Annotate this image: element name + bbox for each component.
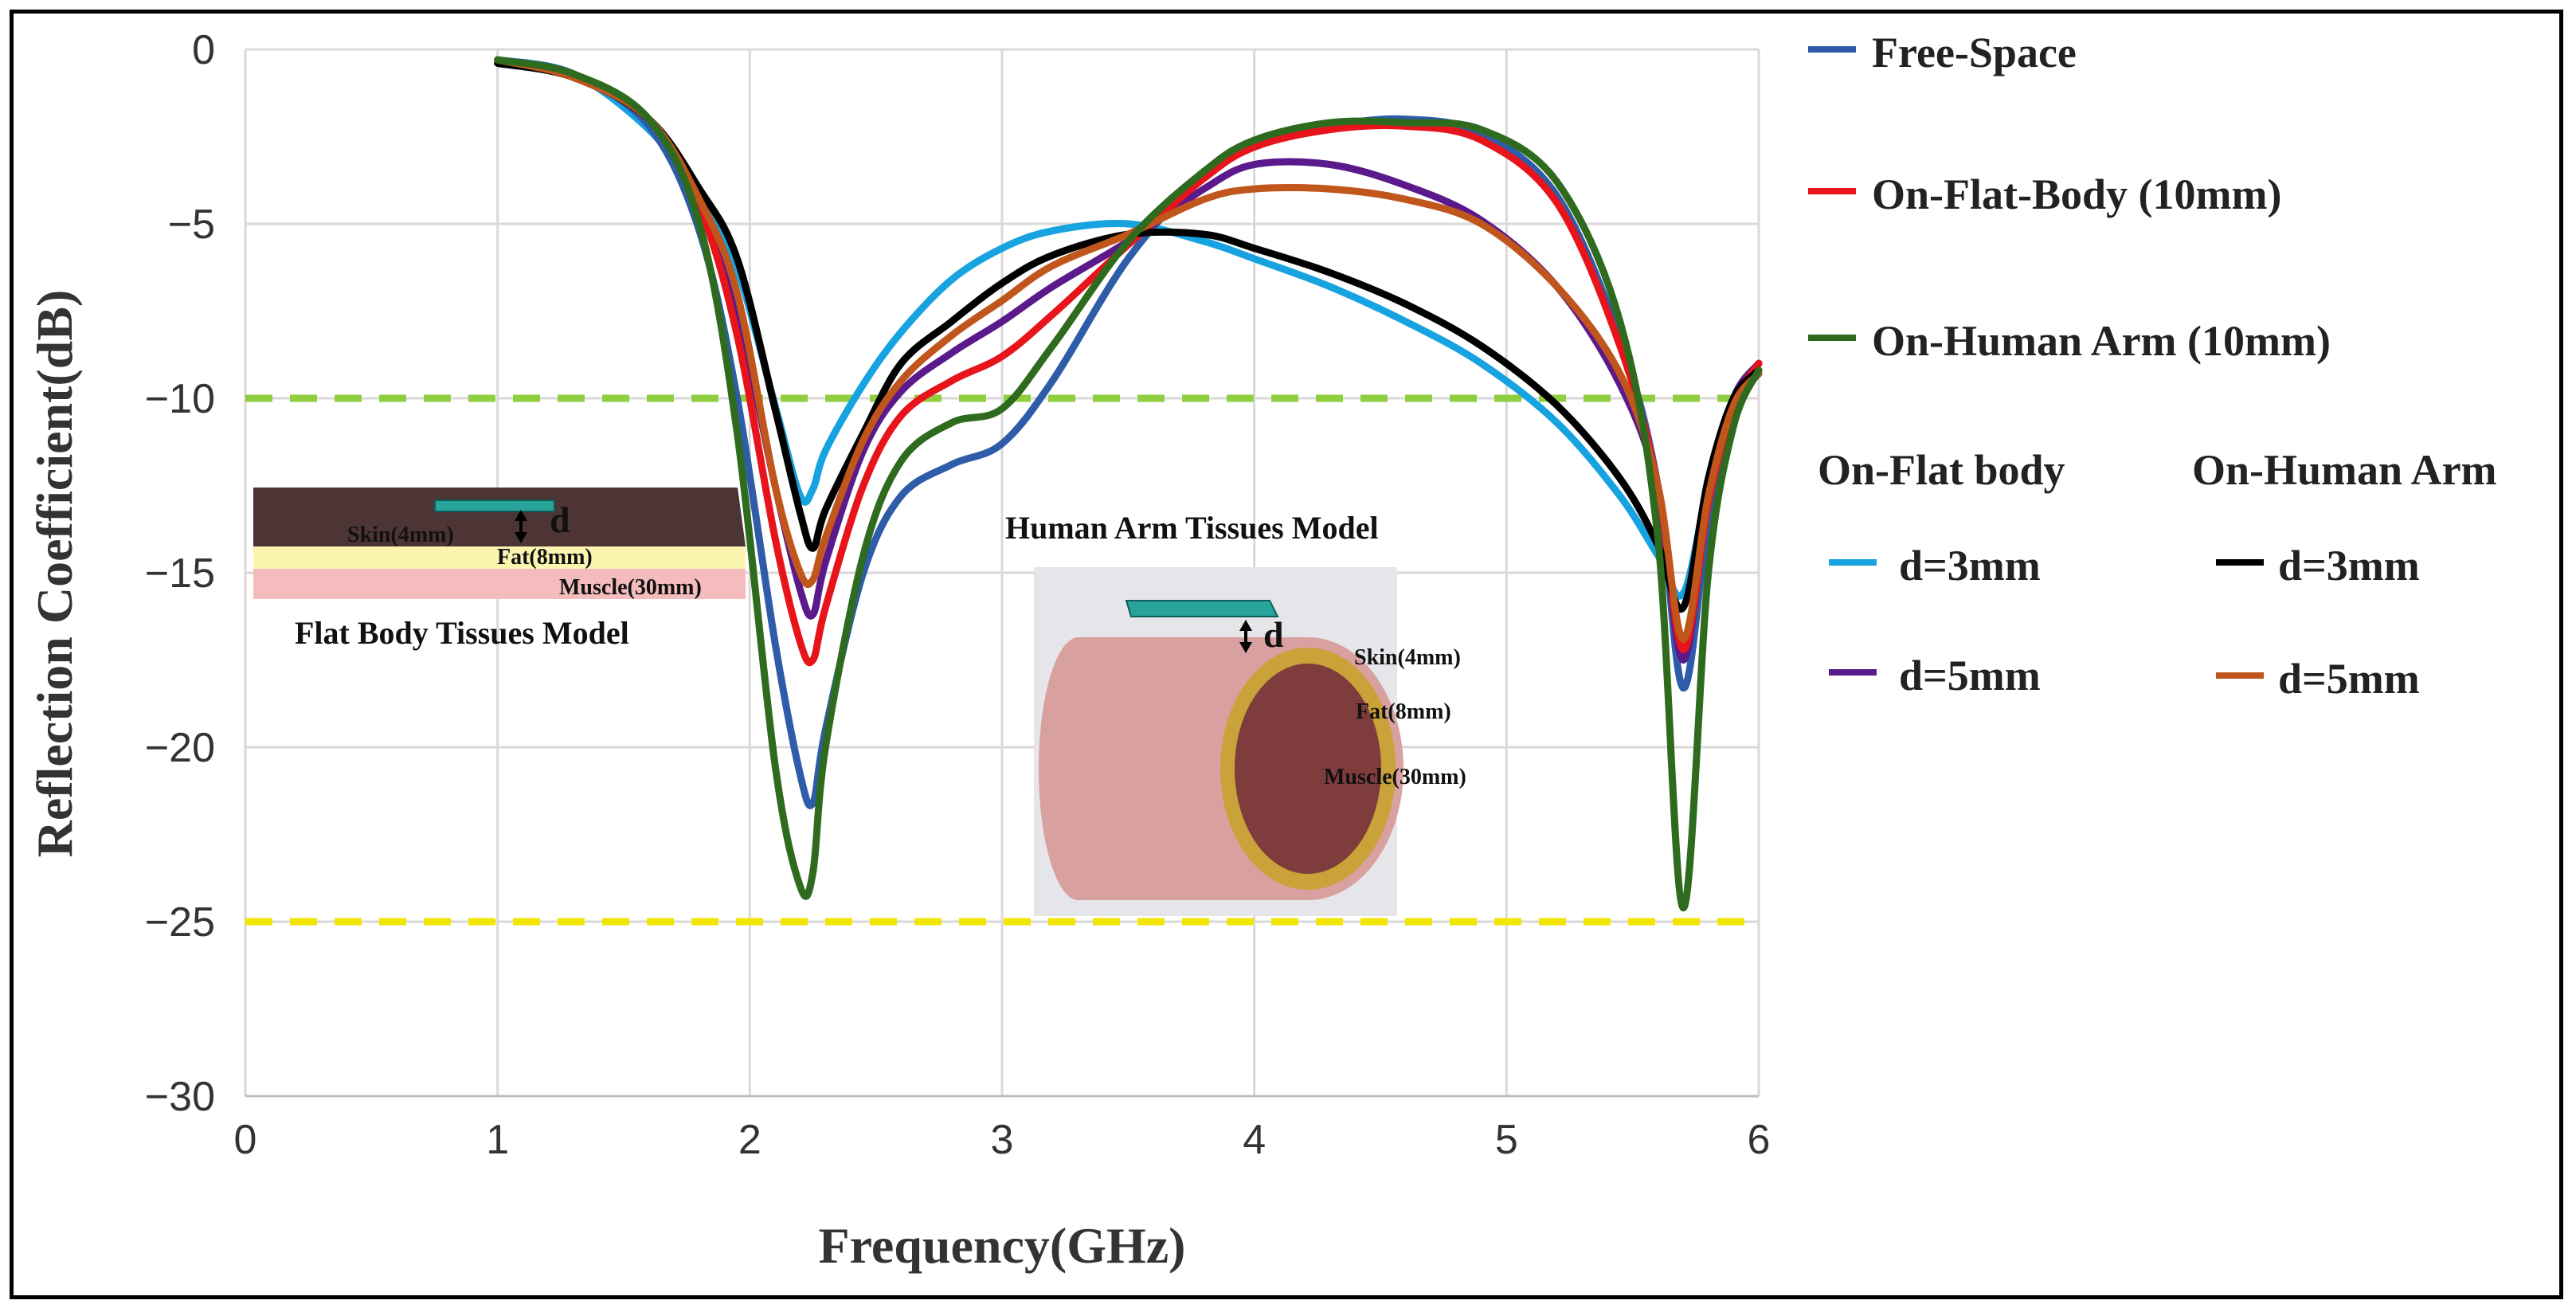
arm-d-arrow-up <box>1239 620 1252 631</box>
x-tick-label-0: 0 <box>234 1117 257 1163</box>
y-tick-label-1: −5 <box>168 202 215 248</box>
y-tick-label-6: −30 <box>145 1074 215 1120</box>
series-line-5 <box>494 60 1763 613</box>
flat-body-inset: d Skin(4mm) Fat(8mm) Muscle(30mm) Flat B… <box>253 488 746 651</box>
legend: Free-Space On-Flat-Body (10mm) On-Human … <box>1808 29 2497 703</box>
flat-skin-layer <box>253 488 746 546</box>
arm-muscle-label: Muscle(30mm) <box>1324 765 1466 789</box>
arm-cylinder-back <box>1039 637 1118 900</box>
legend-label-flat-d3: d=3mm <box>1899 542 2041 589</box>
y-tick-label-4: −20 <box>145 725 215 771</box>
legend-group-human-arm: On-Human Arm <box>2192 446 2497 494</box>
x-tick-label-5: 5 <box>1495 1117 1518 1163</box>
flat-skin-label: Skin(4mm) <box>347 523 454 547</box>
flat-d-arrow-up <box>515 510 527 521</box>
x-tick-label-3: 3 <box>991 1117 1014 1163</box>
x-tick-label-2: 2 <box>738 1117 761 1163</box>
legend-group-flat-body: On-Flat body <box>1818 446 2065 494</box>
arm-d-label: d <box>1263 614 1284 655</box>
y-tick-label-3: −15 <box>145 550 215 597</box>
arm-inset-title: Human Arm Tissues Model <box>1005 510 1379 546</box>
x-tick-label-6: 6 <box>1748 1117 1771 1163</box>
y-tick-label-5: −25 <box>145 899 215 946</box>
legend-label-arm-d5: d=5mm <box>2278 655 2420 703</box>
flat-muscle-layer <box>253 567 746 599</box>
legend-label-arm-d3: d=3mm <box>2278 542 2420 589</box>
series-line-2 <box>494 56 1763 912</box>
arm-muscle-core <box>1235 664 1381 874</box>
y-tick-label-2: −10 <box>145 376 215 422</box>
legend-label-flat-d5: d=5mm <box>1899 652 2041 699</box>
flat-d-arrow-down <box>515 532 527 543</box>
y-tick-label-0: 0 <box>192 27 215 73</box>
reference-lines <box>245 394 1759 926</box>
flat-inset-title: Flat Body Tissues Model <box>295 615 629 651</box>
legend-label-free-space: Free-Space <box>1872 29 2077 76</box>
y-axis-label: Reflection Coefficient(dB) <box>26 290 83 858</box>
arm-d-arrow-down <box>1239 642 1252 653</box>
arm-skin-label: Skin(4mm) <box>1354 645 1461 670</box>
x-tick-label-1: 1 <box>486 1117 509 1163</box>
figure-frame <box>10 10 2563 1299</box>
arm-inset: Human Arm Tissues Model d Skin(4mm) Fat(… <box>1005 510 1466 916</box>
arm-antenna <box>1125 600 1279 617</box>
flat-antenna <box>434 499 555 512</box>
flat-fat-layer <box>253 546 746 569</box>
arm-fat-label: Fat(8mm) <box>1356 699 1451 724</box>
series-line-6 <box>494 56 1763 643</box>
x-axis-label: Frequency(GHz) <box>819 1217 1186 1274</box>
series-lines <box>494 56 1763 912</box>
legend-label-on-human-arm: On-Human Arm (10mm) <box>1872 317 2331 365</box>
tick-labels: 0 1 2 3 4 5 6 0 −5 −10 −15 −20 −25 −30 <box>145 27 1771 1163</box>
flat-fat-label: Fat(8mm) <box>497 545 593 570</box>
flat-d-label: d <box>550 499 570 540</box>
flat-muscle-label: Muscle(30mm) <box>559 575 702 600</box>
x-tick-label-4: 4 <box>1243 1117 1266 1163</box>
legend-label-on-flat-body: On-Flat-Body (10mm) <box>1872 170 2281 218</box>
